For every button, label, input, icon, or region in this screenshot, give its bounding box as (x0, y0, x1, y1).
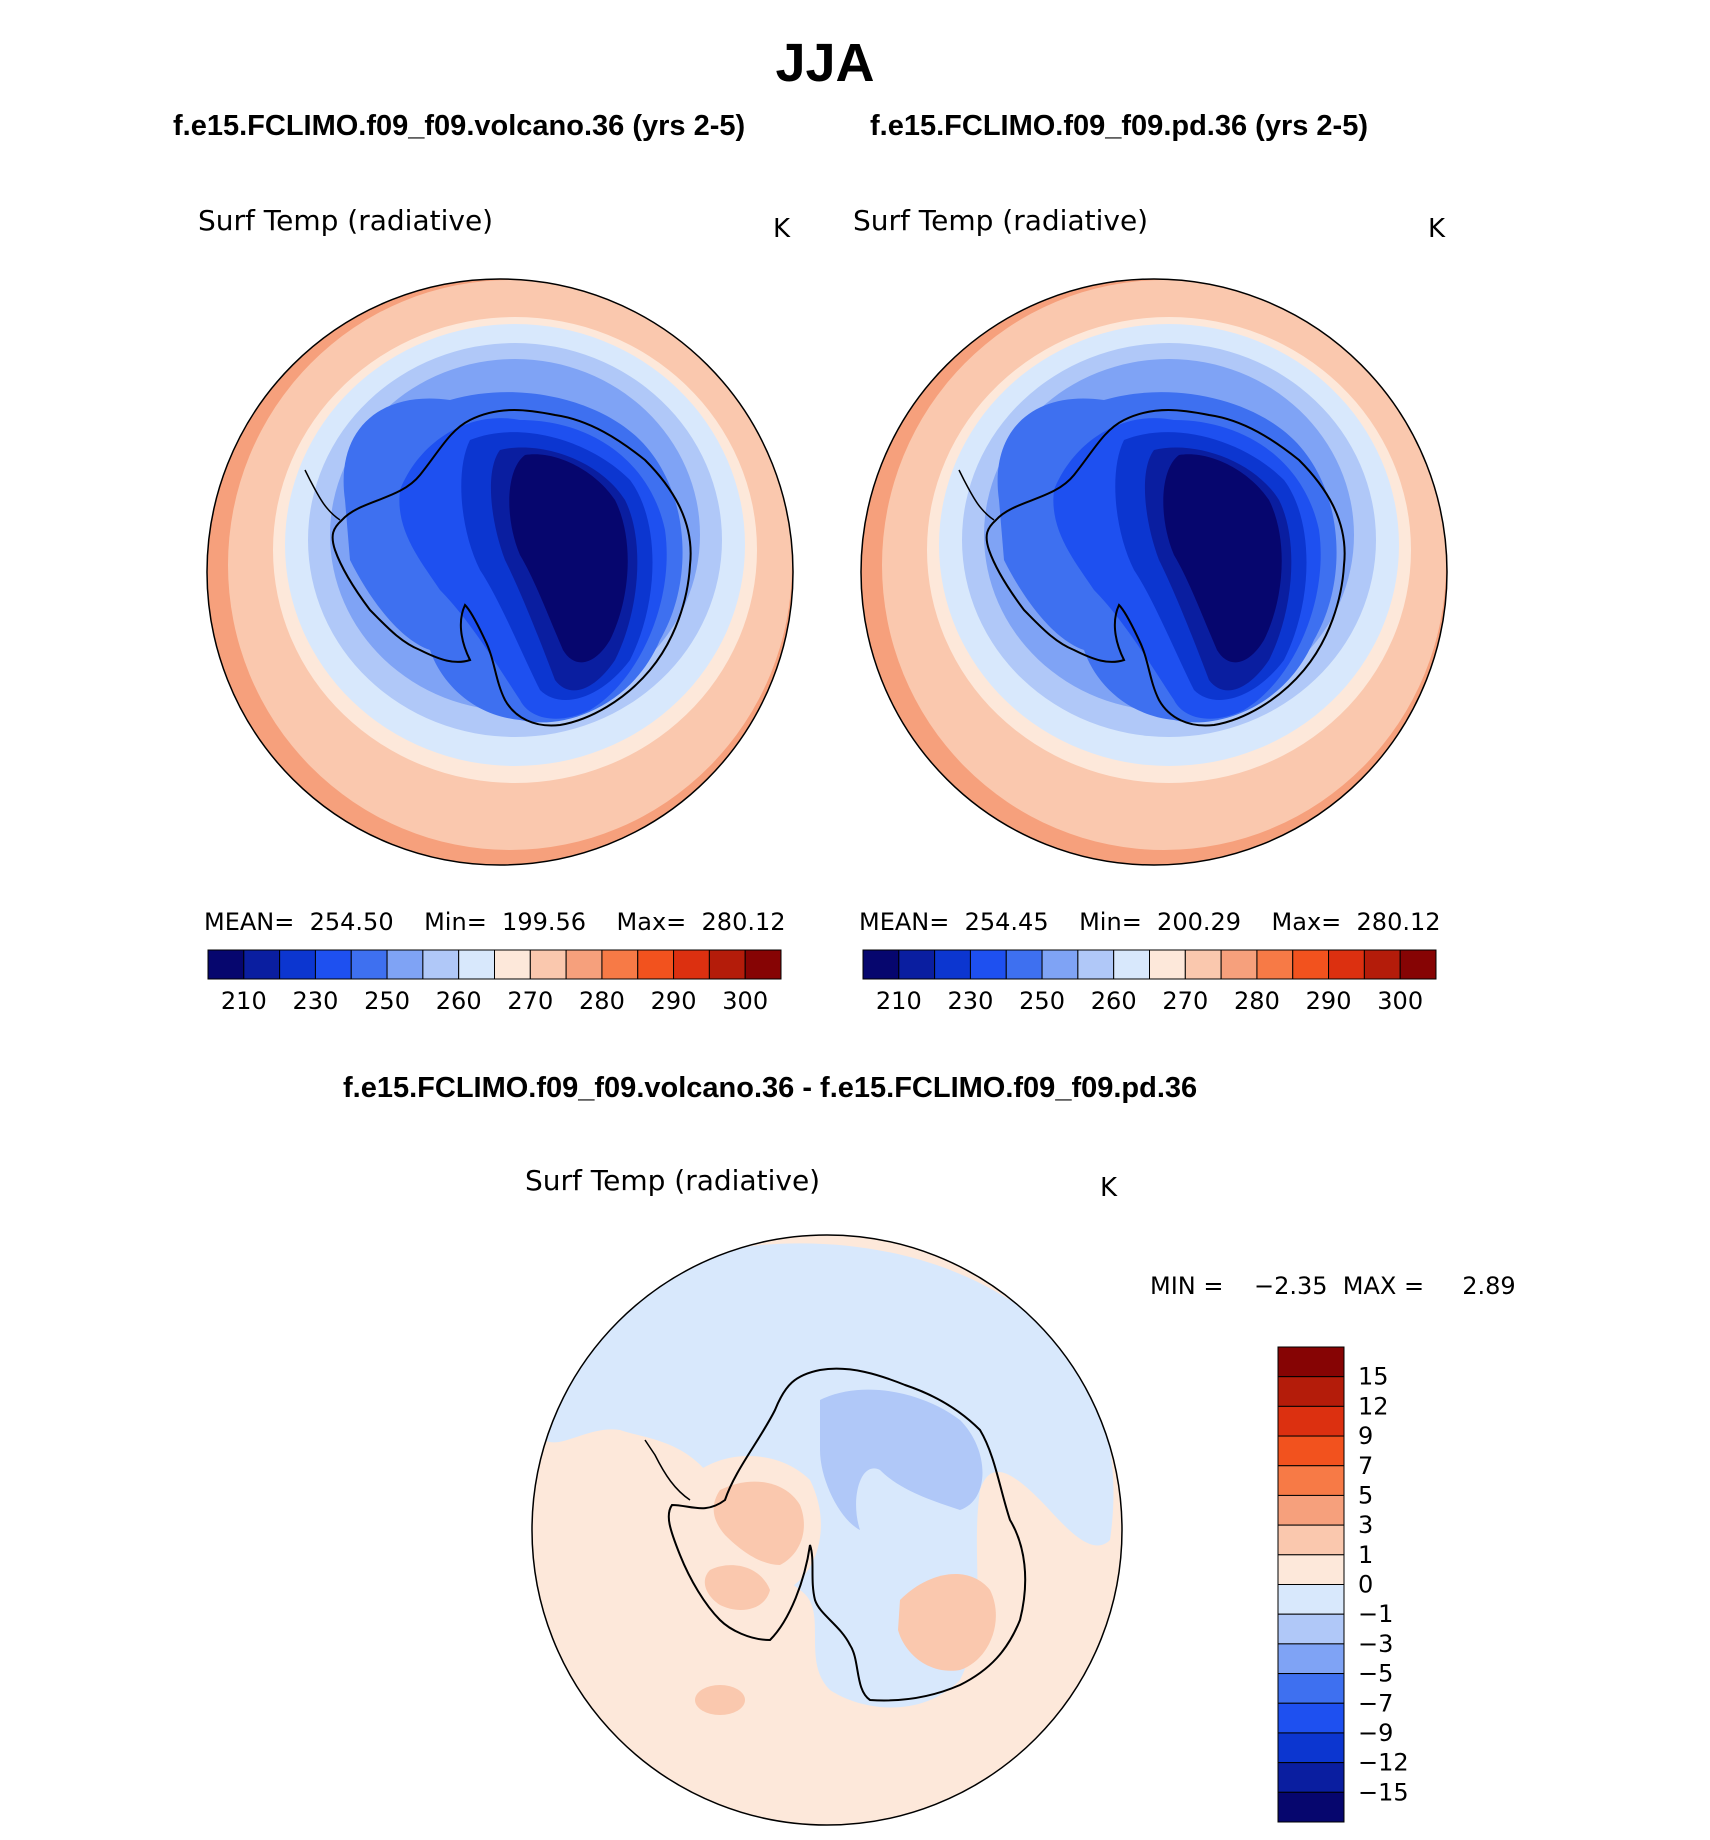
colorbar-tick-label: 1 (1358, 1541, 1373, 1569)
colorbar-tick-label: 7 (1358, 1452, 1373, 1480)
colorbar-swatch (1277, 1673, 1345, 1704)
colorbar-swatch (601, 949, 639, 980)
colorbar-absolute-right: 210 230 250 260 270 280 290 300 (862, 949, 1437, 1015)
colorbar-tick-label: −12 (1358, 1749, 1409, 1777)
colorbar-swatch (1399, 949, 1437, 980)
colorbar-swatch (1041, 949, 1079, 980)
colorbar-swatch (934, 949, 971, 980)
colorbar-tick-label: 270 (507, 987, 553, 1015)
colorbar-swatch (673, 949, 710, 980)
colorbar-swatch (1005, 949, 1043, 980)
colorbar-swatch (898, 949, 936, 980)
colorbar-tick-label: 280 (579, 987, 625, 1015)
colorbar-swatch (1277, 1494, 1345, 1526)
colorbar-tick-label: 290 (651, 987, 697, 1015)
colorbar-swatch (565, 949, 603, 980)
panel2-stats: MEAN= 254.45 Min= 200.29 Max= 280.12 (859, 908, 1441, 936)
colorbar-tick-label: 300 (722, 987, 768, 1015)
panel3-stats: MIN = −2.35 MAX = 2.89 (1150, 1272, 1516, 1300)
panel2-units: K (1428, 214, 1446, 244)
colorbar-swatch (1277, 1643, 1345, 1675)
panel1-variable: Surf Temp (radiative) (198, 204, 494, 237)
colorbar-tick-label: 3 (1358, 1511, 1373, 1539)
colorbar-swatch (1277, 1732, 1345, 1764)
colorbar-tick-label: 260 (436, 987, 482, 1015)
colorbar-absolute-left: 210 230 250 260 270 280 290 300 (207, 949, 782, 1015)
colorbar-swatch (1328, 949, 1365, 980)
colorbar-swatch (1277, 1524, 1345, 1556)
map-pd (860, 278, 1448, 866)
diff-title: f.e15.FCLIMO.f09_f09.volcano.36 - f.e15.… (343, 1072, 1198, 1104)
colorbar-tick-label: −15 (1358, 1778, 1409, 1806)
colorbar-swatch (279, 949, 316, 980)
colorbar-tick-label: 12 (1358, 1392, 1389, 1420)
colorbar-swatch (1277, 1762, 1345, 1793)
colorbar-swatch (1277, 1465, 1345, 1496)
colorbar-swatch (637, 949, 675, 980)
colorbar-tick-label: 230 (948, 987, 994, 1015)
colorbar-tick-label: 280 (1234, 987, 1280, 1015)
colorbar-tick-label: −7 (1358, 1689, 1393, 1717)
colorbar-swatch (1277, 1613, 1345, 1645)
case1-title: f.e15.FCLIMO.f09_f09.volcano.36 (yrs 2-5… (173, 110, 746, 142)
colorbar-swatch (1277, 1346, 1345, 1378)
colorbar-tick-label: −3 (1358, 1630, 1393, 1658)
colorbar-swatch (1277, 1702, 1345, 1734)
figure-title: JJA (775, 33, 875, 93)
panel1-units: K (773, 214, 791, 244)
colorbar-tick-label: −9 (1358, 1719, 1393, 1747)
colorbar-swatch (1184, 949, 1222, 980)
panel3-variable: Surf Temp (radiative) (525, 1164, 821, 1197)
colorbar-swatch (386, 949, 424, 980)
colorbar-tick-label: 300 (1377, 987, 1423, 1015)
colorbar-swatch (458, 949, 495, 980)
colorbar-swatch (494, 949, 531, 980)
colorbar-tick-label: 9 (1358, 1422, 1373, 1450)
colorbar-swatch (1363, 949, 1401, 980)
colorbar-tick-label: 230 (293, 987, 339, 1015)
colorbar-swatch (1077, 949, 1115, 980)
colorbar-tick-label: 250 (1019, 987, 1065, 1015)
map-volcano (206, 278, 794, 866)
colorbar-swatch (207, 949, 245, 980)
panel2-variable: Surf Temp (radiative) (853, 204, 1149, 237)
colorbar-tick-label: 210 (876, 987, 922, 1015)
map-difference (531, 1234, 1123, 1826)
colorbar-tick-label: 5 (1358, 1481, 1373, 1509)
colorbar-tick-label: 210 (221, 987, 267, 1015)
colorbar-tick-label: −5 (1358, 1660, 1393, 1688)
colorbar-swatch (1220, 949, 1258, 980)
colorbar-swatch (744, 949, 782, 980)
colorbar-swatch (422, 949, 460, 980)
colorbar-swatch (1277, 1376, 1345, 1407)
colorbar-swatch (1277, 1405, 1345, 1437)
colorbar-tick-label: 250 (364, 987, 410, 1015)
colorbar-swatch (1149, 949, 1186, 980)
colorbar-swatch (529, 949, 567, 980)
case2-title: f.e15.FCLIMO.f09_f09.pd.36 (yrs 2-5) (870, 110, 1368, 142)
colorbar-swatch (708, 949, 746, 980)
colorbar-tick-label: −1 (1358, 1600, 1393, 1628)
colorbar-swatch (243, 949, 281, 980)
panel3-units: K (1100, 1173, 1118, 1203)
colorbar-swatch (1292, 949, 1330, 980)
colorbar-swatch (314, 949, 352, 980)
colorbar-swatch (1277, 1584, 1345, 1615)
colorbar-tick-label: 270 (1162, 987, 1208, 1015)
colorbar-swatch (1113, 949, 1150, 980)
colorbar-swatch (969, 949, 1007, 980)
colorbar-swatch (1277, 1554, 1345, 1585)
colorbar-tick-label: 0 (1358, 1571, 1373, 1599)
colorbar-swatch (1277, 1435, 1345, 1467)
colorbar-tick-label: 15 (1358, 1363, 1389, 1391)
colorbar-tick-label: 260 (1091, 987, 1137, 1015)
colorbar-swatch (1256, 949, 1294, 980)
panel1-stats: MEAN= 254.50 Min= 199.56 Max= 280.12 (204, 908, 786, 936)
colorbar-swatch (1277, 1791, 1345, 1823)
colorbar-swatch (350, 949, 388, 980)
colorbar-tick-label: 290 (1306, 987, 1352, 1015)
colorbar-swatch (862, 949, 900, 980)
